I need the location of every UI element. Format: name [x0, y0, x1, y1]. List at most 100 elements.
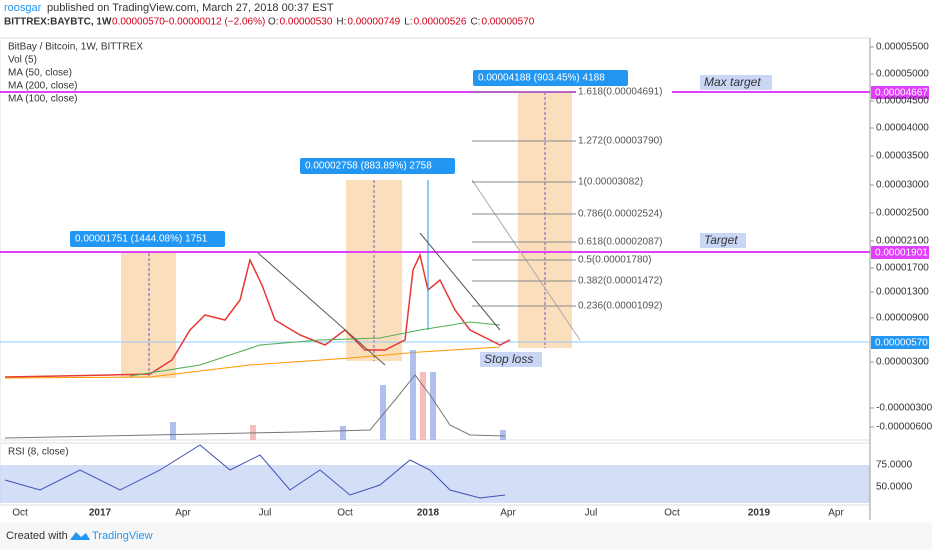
ohlc-label: L:: [404, 17, 412, 28]
annotation-box: [480, 352, 542, 367]
fib-label: 0.786(0.00002524): [578, 209, 663, 220]
time-tick-label: Oct: [337, 508, 353, 519]
measure-label-bg: [300, 158, 455, 174]
fib-label-bg: [576, 86, 672, 98]
ohlc-label: C:: [470, 17, 480, 28]
price-tick-label: -0.00000600: [876, 422, 932, 433]
price-tick-label: 0.00005500: [876, 42, 929, 53]
time-tick-label: Oct: [664, 508, 680, 519]
legend-item: MA (100, close): [8, 94, 77, 105]
ohlc-label: H:: [336, 17, 346, 28]
change: −0.00000012 (−2.06%): [163, 17, 265, 28]
time-tick-label: Apr: [175, 508, 191, 519]
volume-bar: [420, 372, 426, 440]
price-tick-label: 0.00003500: [876, 151, 929, 162]
footer-brand[interactable]: TradingView: [92, 530, 153, 542]
price-tick-label: 0.00000300: [876, 357, 929, 368]
legend-item: BitBay / Bitcoin, 1W, BITTREX: [8, 42, 143, 53]
ohlc-value: 0.00000749: [347, 17, 400, 28]
volume-bar: [380, 385, 386, 440]
legend-item: Vol (5): [8, 55, 37, 66]
annotation-box: [700, 233, 746, 248]
price-tick-label: 0.00001700: [876, 263, 929, 274]
time-tick-label: Jul: [259, 508, 272, 519]
price-marker-label: 0.00000570: [875, 338, 928, 349]
symbol: BITTREX:BAYBTC, 1W: [4, 17, 112, 28]
rsi-tick-label: 50.0000: [876, 482, 913, 493]
rsi-tick-label: 75.0000: [876, 460, 913, 471]
volume-bar: [170, 422, 176, 440]
published: published on TradingView.com, March 27, …: [47, 2, 334, 14]
annotation: Max target: [704, 75, 761, 89]
rsi-band: [0, 465, 870, 503]
price-marker-label: 0.00004667: [875, 88, 928, 99]
fib-label: 0.236(0.00001092): [578, 301, 663, 312]
fib-label: 1(0.00003082): [578, 177, 643, 188]
fib-label: 0.618(0.00002087): [578, 237, 663, 248]
measure-label-bg: [473, 70, 628, 86]
rsi-line: [4, 444, 506, 499]
ma-100: [4, 346, 501, 379]
price-path: [4, 252, 511, 378]
legend-item: MA (50, close): [8, 68, 72, 79]
fib-label: 0.5(0.00001780): [578, 255, 651, 266]
price-tick-label: 0.00004000: [876, 123, 929, 134]
fib-label-bg: [576, 236, 672, 248]
fib-label-bg: [576, 275, 672, 287]
last-price: 0.00000570: [112, 17, 165, 28]
price-tick-label: 0.00002100: [876, 236, 929, 247]
volume-bar: [410, 350, 416, 440]
price-tick-label: 0.00002500: [876, 208, 929, 219]
time-tick-label: 2019: [748, 508, 771, 519]
measure-label: 0.00002758 (883.89%) 2758: [305, 161, 432, 172]
volume-bar: [430, 372, 436, 440]
time-tick-label: Jul: [585, 508, 598, 519]
author[interactable]: roosgar: [4, 2, 42, 14]
volume-ma: [4, 374, 506, 439]
price-tick-label: -0.00000300: [876, 403, 932, 414]
price-marker: [871, 86, 929, 99]
fib-label-bg: [576, 300, 672, 312]
price-marker-label: 0.00001901: [875, 248, 928, 259]
price-tick-label: 0.00004500: [876, 96, 929, 107]
price-marker: [871, 336, 929, 349]
footer: [0, 522, 932, 550]
price-tick-label: 0.00005000: [876, 69, 929, 80]
price-tick-label: 0.00001300: [876, 287, 929, 298]
fib-label-bg: [576, 254, 672, 266]
fib-label-bg: [576, 208, 672, 220]
annotation: Target: [704, 233, 738, 247]
ohlc-value: 0.00000570: [481, 17, 534, 28]
time-tick-label: 2017: [89, 508, 112, 519]
price-tick-label: 0.00000900: [876, 313, 929, 324]
footer-text: Created with: [6, 530, 68, 542]
fib-label: 1.272(0.00003790): [578, 136, 663, 147]
ohlc-label: O:: [268, 17, 279, 28]
fib-label-bg: [576, 135, 672, 147]
ma-50: [129, 321, 501, 377]
time-tick-label: Oct: [12, 508, 28, 519]
annotation-box: [700, 75, 772, 90]
fib-label-bg: [576, 176, 672, 188]
time-tick-label: Apr: [828, 508, 844, 519]
time-tick-label: Apr: [500, 508, 516, 519]
annotation: Stop loss: [484, 352, 533, 366]
rsi-title: RSI (8, close): [8, 447, 69, 458]
logo: [70, 532, 90, 540]
measure-label: 0.00004188 (903.45%) 4188: [478, 73, 605, 84]
time-tick-label: 2018: [417, 508, 440, 519]
fib-label: 1.618(0.00004691): [578, 87, 663, 98]
trend-line: [257, 252, 386, 366]
ohlc-value: 0.00000526: [414, 17, 467, 28]
price-marker: [871, 246, 929, 259]
price-tick-label: 0.00003000: [876, 180, 929, 191]
fib-label: 0.382(0.00001472): [578, 276, 663, 287]
ohlc-value: 0.00000530: [280, 17, 333, 28]
volume-bar: [500, 430, 506, 440]
measure-label: 0.00001751 (1444.08%) 1751: [75, 234, 208, 245]
measure-label-bg: [70, 231, 225, 247]
trend-line: [419, 232, 501, 331]
volume-bar: [340, 426, 346, 440]
legend-item: MA (200, close): [8, 81, 77, 92]
